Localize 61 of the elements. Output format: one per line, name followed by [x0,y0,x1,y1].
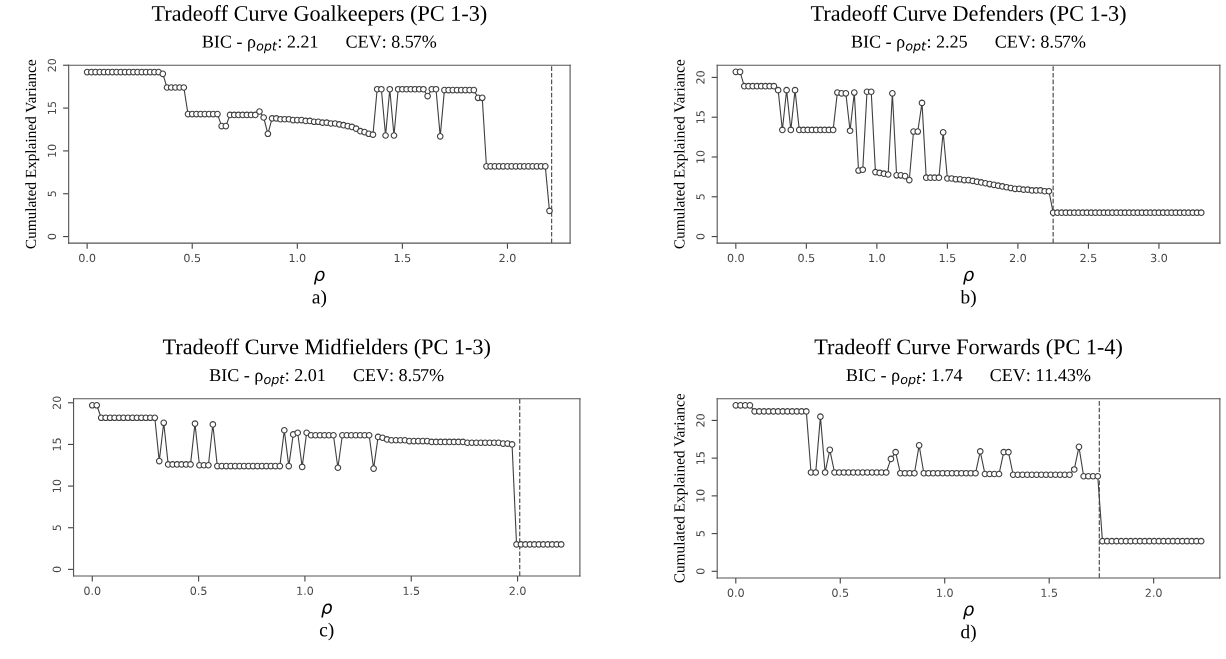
chart-subtitle: BIC - ρ$_{opt}$: 2.21 CEV: 8.57% [202,35,437,54]
y-tick-label: 20 [696,71,705,84]
x-tick-label: 1.0 [289,253,306,263]
x-tick-label: 1.5 [394,253,411,263]
x-tick-label: 1.0 [297,586,314,595]
x-tick-label: 0.5 [184,253,201,263]
x-tick-label: 2.5 [1080,253,1097,263]
y-tick-label: 20 [52,396,61,410]
x-tick-label: 0.0 [79,253,96,263]
x-tick-label: 1.0 [937,588,953,597]
chart-subtitle: BIC - ρ$_{opt}$: 2.25 CEV: 8.57% [851,35,1086,54]
y-tick-label: 10 [696,150,705,163]
text: c) [319,622,334,641]
y-tick-label: 0 [47,233,57,240]
y-tick-label: 15 [47,101,57,114]
x-tick-label: 0.0 [727,588,744,597]
x-axis-title: ρ [963,605,974,620]
chart-title: Tradeoff Curve Goalkeepers (PC 1-3) [151,5,487,26]
x-axis-title: ρ [313,270,325,285]
x-tick-label: 1.5 [939,253,956,263]
x-tick-label: 2.0 [1145,588,1162,597]
chart-title: Tradeoff Curve Midfielders (PC 1-3) [162,338,490,359]
y-tick-label: 10 [47,144,57,157]
chart-title: Tradeoff Curve Forwards (PC 1-4) [814,338,1122,359]
x-tick-label: 2.0 [1009,253,1026,263]
x-tick-label: 1.5 [403,586,420,595]
y-axis-title: Cumulated Explained Variance [673,59,688,249]
y-tick-label: 20 [696,414,705,427]
y-tick-label: 5 [696,531,705,537]
y-tick-label: 0 [696,568,705,575]
x-tick-label: 2.0 [499,253,516,263]
y-tick-label: 0 [696,233,705,240]
x-axis-title: ρ [963,270,974,285]
y-tick-label: 10 [696,489,705,502]
x-axis-title: ρ [321,603,332,618]
chart-subtitle: BIC - ρ$_{opt}$: 2.01 CEV: 8.57% [209,369,444,387]
y-tick-label: 0 [52,566,61,573]
y-tick-label: 15 [52,438,61,451]
x-tick-label: 1.5 [1041,588,1058,597]
x-tick-label: 0.5 [832,588,849,597]
y-tick-label: 15 [696,452,705,464]
y-tick-label: 10 [52,479,61,492]
x-tick-label: 0.5 [798,253,815,263]
x-tick-label: 1.0 [869,253,885,263]
y-tick-label: 15 [696,111,705,124]
x-tick-label: 2.0 [509,586,526,595]
text: b) [960,289,976,308]
x-tick-label: 0.0 [727,253,744,263]
y-tick-label: 20 [47,58,57,72]
text: d) [961,624,976,643]
text: a) [312,289,327,308]
y-axis-title: Cumulated Explained Variance [673,393,688,583]
x-tick-label: 3.0 [1150,253,1168,263]
y-tick-label: 5 [52,525,61,531]
chart-subtitle: BIC - ρ$_{opt}$: 1.74 CEV: 11.43% [846,369,1091,387]
x-tick-label: 0.5 [190,586,207,595]
y-tick-label: 5 [696,194,705,200]
chart-title: Tradeoff Curve Defenders (PC 1-3) [810,5,1126,26]
y-tick-label: 5 [47,191,57,197]
y-axis-title: Cumulated Explained Variance [25,59,40,249]
x-tick-label: 0.0 [84,586,101,595]
